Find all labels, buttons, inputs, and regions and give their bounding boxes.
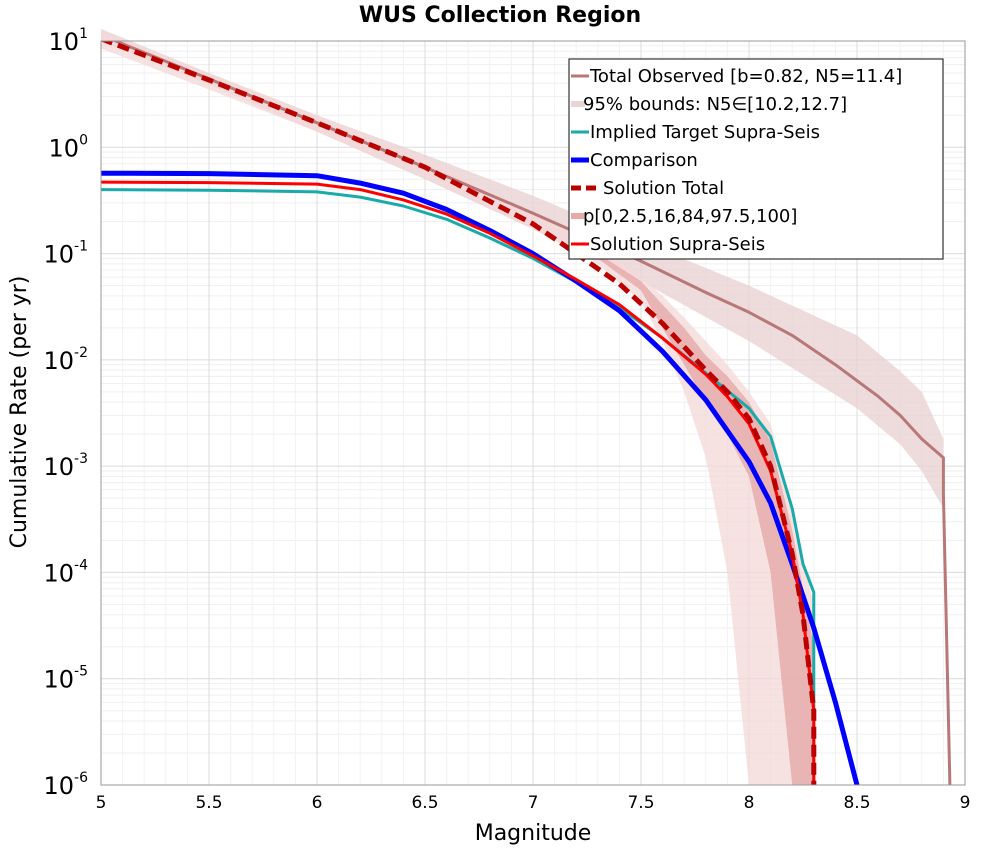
- uncertainty-band: [597, 253, 814, 786]
- legend-label: Solution Supra-Seis: [590, 234, 765, 255]
- y-tick-label: 10-3: [43, 451, 88, 481]
- y-tick-label: 10-2: [43, 345, 88, 375]
- x-tick-label: 5: [96, 793, 107, 813]
- legend-label: p[0,2.5,16,84,97.5,100]: [583, 206, 797, 227]
- x-tick-label: 5.5: [195, 793, 222, 813]
- x-tick-label: 8.5: [843, 793, 870, 813]
- y-tick-label: 10-5: [43, 664, 88, 694]
- x-tick-labels: 5 5.5 6 6.5 7 7.5 8 8.5 9: [96, 793, 971, 813]
- y-axis-label: Cumulative Rate (per yr): [7, 276, 32, 549]
- y-tick-label: 100: [49, 132, 88, 162]
- legend-label: Solution Total: [603, 178, 724, 199]
- y-tick-label: 101: [49, 26, 88, 56]
- x-tick-label: 7: [528, 793, 539, 813]
- x-tick-label: 6.5: [411, 793, 438, 813]
- chart-title: WUS Collection Region: [359, 3, 641, 28]
- y-tick-label: 10-6: [43, 770, 88, 800]
- y-tick-label: 10-1: [43, 239, 88, 269]
- x-tick-label: 7.5: [627, 793, 654, 813]
- x-tick-label: 8: [744, 793, 755, 813]
- x-axis-label: Magnitude: [475, 821, 592, 846]
- series-line: [101, 41, 817, 785]
- series-lines: [101, 41, 952, 785]
- legend-label: Implied Target Supra-Seis: [590, 122, 820, 143]
- y-tick-labels: 10-6 10-5 10-4 10-3 10-2 10-1 100 101: [43, 26, 88, 800]
- plot-frame: [100, 40, 966, 786]
- legend-swatch: [571, 101, 585, 107]
- legend-swatch: [571, 213, 585, 219]
- x-tick-label: 6: [312, 793, 323, 813]
- legend-label: Total Observed [b=0.82, N5=11.4]: [589, 66, 902, 87]
- legend-label: 95% bounds: N5∈[10.2,12.7]: [583, 94, 847, 115]
- legend-label: Comparison: [590, 150, 698, 171]
- y-tick-label: 10-4: [43, 557, 88, 587]
- x-tick-label: 9: [960, 793, 971, 813]
- legend-box: [568, 58, 944, 260]
- legend: Total Observed [b=0.82, N5=11.4] 95% boun…: [568, 58, 944, 260]
